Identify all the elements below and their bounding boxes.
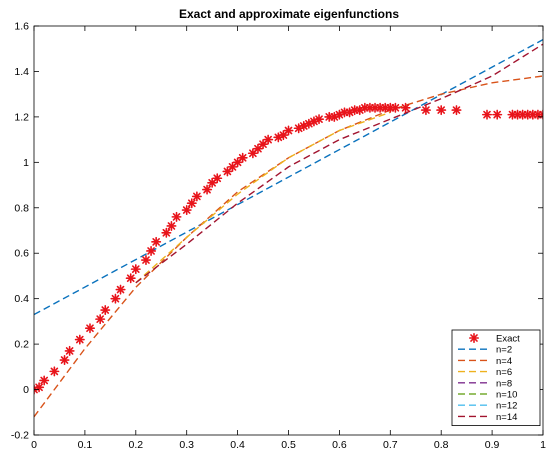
data-point-exact [191,191,202,202]
y-tick-label: 1.6 [14,21,29,33]
x-tick-label: 0.7 [383,439,398,448]
data-point-exact [314,114,325,125]
data-point-exact [130,264,141,275]
data-point-exact [161,227,172,238]
data-point-exact [202,184,213,195]
series-line-n2 [34,39,543,316]
data-point-exact [212,173,223,184]
legend-label: n=6 [496,367,512,378]
x-tick-label: 0 [31,439,37,448]
legend-label: n=10 [496,390,517,401]
data-point-exact [146,245,157,256]
data-point-exact [181,205,192,216]
data-point-exact [222,166,233,177]
x-tick-label: 0.8 [434,439,449,448]
x-tick-label: 0.1 [78,439,93,448]
y-tick-label: 0.8 [14,202,29,214]
data-point-exact [84,323,95,334]
x-tick-label: 0.2 [128,439,143,448]
data-point-exact [74,334,85,345]
x-tick-label: 0.6 [332,439,347,448]
chart-title: Exact and approximate eigenfunctions [179,7,399,21]
legend-entry: n=8 [458,378,512,389]
legend-label: n=12 [496,401,517,412]
data-point-exact [283,125,294,136]
y-tick-label: 1.4 [14,66,29,78]
data-point-exact [420,105,431,116]
legend-label: n=4 [496,356,512,367]
data-point-exact [263,134,274,145]
data-point-exact [125,273,136,284]
legend-box [451,329,541,426]
legend-label: n=2 [496,345,512,356]
data-point-exact [34,382,45,393]
legend-label: n=8 [496,378,512,389]
y-tick-label: 1.2 [14,111,29,123]
y-tick-label: -0.2 [11,430,29,442]
data-point-exact [110,293,121,304]
x-tick-label: 0.5 [281,439,296,448]
data-point-exact [59,355,70,366]
x-tick-label: 0.3 [179,439,194,448]
data-point-exact [436,105,447,116]
data-point-exact [115,284,126,295]
data-point-exact [258,139,269,150]
legend-entry: n=4 [458,356,512,367]
series-line-n14 [135,43,543,284]
legend-entry: n=10 [458,390,517,401]
legend-entry: n=2 [458,345,512,356]
data-point-exact [400,102,411,113]
y-tick-label: 0 [23,384,29,396]
data-point-exact [140,255,151,266]
y-tick-label: 1 [23,157,29,169]
y-tick-label: 0.6 [14,248,29,260]
data-point-exact [95,314,106,325]
series-line-n4 [34,75,543,418]
data-point-exact [237,152,248,163]
y-tick-label: 0.2 [14,339,29,351]
legend-entry: n=12 [458,401,517,412]
data-point-exact [186,198,197,209]
x-tick-label: 0.4 [230,439,245,448]
legend-entry: n=14 [458,412,517,423]
data-point-exact [64,345,75,356]
x-tick-label: 1 [540,439,546,448]
x-tick-label: 0.9 [485,439,500,448]
legend-entry: n=6 [458,367,512,378]
data-point-exact [100,305,111,316]
series-line-n6 [135,111,391,284]
series-layer [34,39,543,418]
legend-entry: Exact [468,332,520,345]
data-point-exact [451,105,462,116]
legend-label: Exact [496,334,520,345]
data-point-exact [247,148,258,159]
data-point-exact [166,220,177,231]
data-point-exact [171,211,182,222]
legend-label: n=14 [496,412,517,423]
data-point-exact [151,236,162,247]
legend-marker [468,332,480,344]
data-point-exact [49,366,60,377]
y-tick-label: 0.4 [14,293,29,305]
data-point-exact [482,109,493,120]
data-point-exact [390,102,401,113]
data-point-exact [492,109,503,120]
data-point-exact [39,375,50,386]
